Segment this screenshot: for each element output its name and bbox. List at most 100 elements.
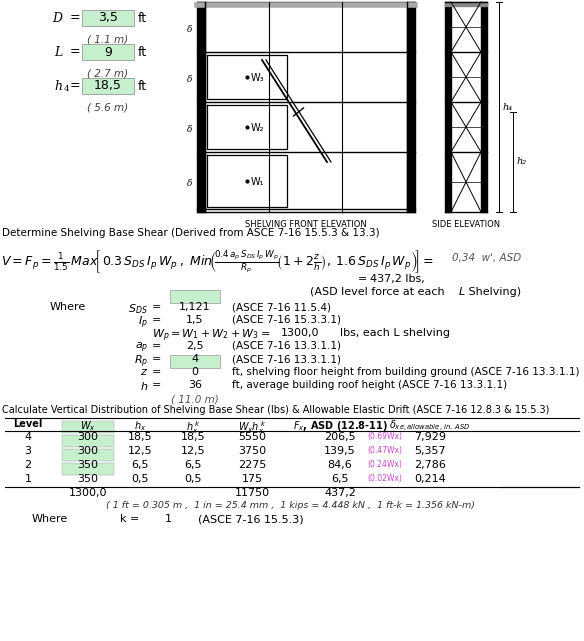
- Text: D: D: [52, 12, 62, 24]
- Text: δ: δ: [187, 74, 192, 83]
- Text: h: h: [54, 79, 62, 92]
- Text: 1: 1: [165, 514, 172, 524]
- Text: 206,5: 206,5: [324, 432, 356, 442]
- Text: $W_x h_x^{\,k}$: $W_x h_x^{\,k}$: [238, 419, 266, 436]
- Text: =: =: [152, 367, 161, 377]
- Text: 0,5: 0,5: [184, 474, 201, 484]
- Text: 2: 2: [25, 460, 32, 470]
- Text: 4: 4: [192, 354, 199, 364]
- Text: 1: 1: [25, 474, 32, 484]
- Text: 3750: 3750: [238, 446, 266, 456]
- Bar: [62, 421, 114, 433]
- Text: 0,214: 0,214: [414, 474, 446, 484]
- Text: 0: 0: [192, 367, 199, 377]
- Text: 4: 4: [64, 85, 69, 93]
- Text: ft: ft: [138, 79, 147, 92]
- Text: Calculate Vertical Distribution of Shelving Base Shear (lbs) & Allowable Elastic: Calculate Vertical Distribution of Shelv…: [2, 405, 550, 415]
- Bar: [82, 78, 134, 94]
- Text: W₁: W₁: [251, 177, 265, 187]
- Text: $h_x$: $h_x$: [134, 419, 146, 433]
- Text: =: =: [70, 79, 81, 92]
- Bar: [170, 290, 220, 303]
- Text: =: =: [152, 302, 161, 312]
- Text: =: =: [152, 341, 161, 351]
- Text: Level: Level: [13, 419, 43, 429]
- Text: ( 2.7 m): ( 2.7 m): [88, 68, 128, 78]
- Text: (ASCE 7-16 13.3.1.1): (ASCE 7-16 13.3.1.1): [232, 354, 341, 364]
- Text: =: =: [152, 315, 161, 325]
- Text: $W_x$: $W_x$: [80, 419, 96, 433]
- Text: 6,5: 6,5: [331, 474, 349, 484]
- Text: 0,34  w', ASD: 0,34 w', ASD: [452, 253, 522, 263]
- Text: 1300,0: 1300,0: [69, 488, 107, 498]
- Text: Shelving): Shelving): [465, 287, 521, 297]
- Text: $\delta_{xe,allowable,\,in.\,ASD}$: $\delta_{xe,allowable,\,in.\,ASD}$: [390, 419, 471, 434]
- Text: =: =: [358, 274, 367, 284]
- Text: 12,5: 12,5: [128, 446, 152, 456]
- Text: ( 1 ft = 0.305 m ,  1 in = 25.4 mm ,  1 kips = 4.448 kN ,  1 ft-k = 1.356 kN-m): ( 1 ft = 0.305 m , 1 in = 25.4 mm , 1 ki…: [106, 501, 474, 510]
- Text: $a_p$: $a_p$: [135, 341, 148, 355]
- Text: SHELVING FRONT ELEVATION: SHELVING FRONT ELEVATION: [245, 220, 367, 229]
- Text: 300: 300: [78, 446, 99, 456]
- Text: $I_p$: $I_p$: [138, 315, 148, 331]
- Text: k =: k =: [120, 514, 140, 524]
- Text: (0.02Wx): (0.02Wx): [367, 474, 402, 483]
- Text: $V{=}F_p = \frac{1}{1.5}\,Max\!\left[\,0.3\,S_{DS}\,I_p\,W_p\;,\;Min\!\left(\!\f: $V{=}F_p = \frac{1}{1.5}\,Max\!\left[\,0…: [1, 248, 434, 274]
- Bar: [62, 449, 114, 461]
- Text: W₂: W₂: [251, 123, 265, 133]
- Text: Where: Where: [32, 514, 68, 524]
- Text: $z$: $z$: [140, 367, 148, 377]
- Text: 2275: 2275: [238, 460, 266, 470]
- Text: 1,121: 1,121: [179, 302, 211, 312]
- Text: (ASCE 7-16 15.5.3): (ASCE 7-16 15.5.3): [198, 514, 304, 524]
- Text: 139,5: 139,5: [324, 446, 356, 456]
- Text: h₂: h₂: [517, 158, 527, 167]
- Text: $R_p$: $R_p$: [134, 354, 148, 370]
- Text: 6,5: 6,5: [184, 460, 201, 470]
- Text: lbs, each L shelving: lbs, each L shelving: [340, 328, 450, 338]
- Bar: [82, 10, 134, 26]
- Text: ( 1.1 m): ( 1.1 m): [88, 34, 128, 44]
- Text: W₃: W₃: [251, 73, 265, 83]
- Text: δ: δ: [187, 179, 192, 188]
- Bar: [62, 435, 114, 447]
- Text: ft, shelving floor height from building ground (ASCE 7-16 13.3.1.1): ft, shelving floor height from building …: [232, 367, 579, 377]
- Text: δ: δ: [187, 24, 192, 33]
- Text: 175: 175: [241, 474, 263, 484]
- Text: 4: 4: [25, 432, 32, 442]
- Text: Where: Where: [50, 302, 86, 312]
- Text: 11750: 11750: [234, 488, 270, 498]
- Text: δ: δ: [187, 124, 192, 133]
- Text: Determine Shelving Base Shear (Derived from ASCE 7-16 15.5.3 & 13.3): Determine Shelving Base Shear (Derived f…: [2, 228, 380, 238]
- Text: 3: 3: [25, 446, 32, 456]
- Text: 84,6: 84,6: [328, 460, 352, 470]
- Text: =: =: [152, 354, 161, 364]
- Text: 36: 36: [188, 380, 202, 390]
- Bar: [82, 44, 134, 60]
- Text: 5550: 5550: [238, 432, 266, 442]
- Text: 437,2: 437,2: [324, 488, 356, 498]
- Text: $W_p = W_1 + W_2 + W_3 =$: $W_p = W_1 + W_2 + W_3 =$: [152, 328, 270, 344]
- Text: (ASCE 7-16 15.3.3.1): (ASCE 7-16 15.3.3.1): [232, 315, 341, 325]
- Text: (ASCE 7-16 13.3.1.1): (ASCE 7-16 13.3.1.1): [232, 341, 341, 351]
- Text: ft: ft: [138, 46, 147, 58]
- Text: 5,357: 5,357: [414, 446, 446, 456]
- Text: =: =: [70, 12, 81, 24]
- Text: $h_x^{\,k}$: $h_x^{\,k}$: [186, 419, 200, 436]
- Text: 437,2 lbs,: 437,2 lbs,: [370, 274, 425, 284]
- Text: 7,929: 7,929: [414, 432, 446, 442]
- Text: 18,5: 18,5: [128, 432, 152, 442]
- Text: $S_{DS}$: $S_{DS}$: [128, 302, 148, 316]
- Text: SIDE ELEVATION: SIDE ELEVATION: [432, 220, 500, 229]
- Text: 1300,0: 1300,0: [281, 328, 319, 338]
- Text: ( 5.6 m): ( 5.6 m): [88, 102, 128, 112]
- Bar: [170, 355, 220, 368]
- Text: 2,786: 2,786: [414, 460, 446, 470]
- Text: (ASD level force at each: (ASD level force at each: [310, 287, 444, 297]
- Text: 9: 9: [104, 46, 112, 58]
- Text: ( 11.0 m): ( 11.0 m): [171, 394, 219, 404]
- Text: h₄: h₄: [503, 103, 513, 112]
- Text: =: =: [70, 46, 81, 58]
- Text: =: =: [152, 380, 161, 390]
- Text: 6,5: 6,5: [131, 460, 149, 470]
